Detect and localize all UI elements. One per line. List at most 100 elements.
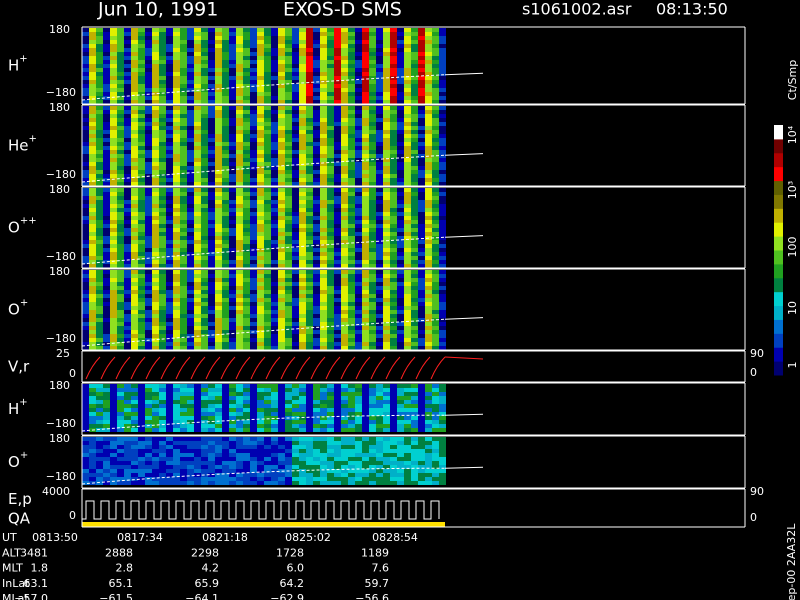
cell [285, 28, 292, 32]
cell [334, 122, 341, 126]
cell [131, 384, 138, 388]
cell [96, 306, 103, 310]
cell [236, 100, 243, 104]
cell [222, 196, 229, 200]
cell [131, 106, 138, 110]
cell [257, 298, 264, 302]
cell [313, 282, 320, 286]
cell [145, 416, 152, 420]
cell [299, 88, 306, 92]
cell [334, 154, 341, 158]
cell [173, 174, 180, 178]
cell [194, 32, 201, 36]
cell [432, 392, 439, 396]
cell [257, 260, 264, 264]
cell [138, 274, 145, 278]
cell [362, 162, 369, 166]
cell [222, 154, 229, 158]
cell [355, 282, 362, 286]
cell [173, 60, 180, 64]
cell [432, 408, 439, 412]
cell [159, 80, 166, 84]
cell [376, 68, 383, 72]
cell [201, 40, 208, 44]
cell [292, 248, 299, 252]
cell [397, 388, 404, 392]
cell [229, 334, 236, 338]
cell [390, 64, 397, 68]
cell [152, 252, 159, 256]
cell [292, 32, 299, 36]
cell [285, 208, 292, 212]
cell [278, 236, 285, 240]
cell [271, 166, 278, 170]
cell [376, 130, 383, 134]
cell [383, 302, 390, 306]
cell [397, 92, 404, 96]
cell [236, 346, 243, 350]
cell [229, 134, 236, 138]
cell [96, 142, 103, 146]
cell [250, 106, 257, 110]
cell [89, 208, 96, 212]
cell [362, 122, 369, 126]
cell [355, 264, 362, 268]
cell [355, 310, 362, 314]
cell [131, 192, 138, 196]
cell [138, 126, 145, 130]
cell [131, 428, 138, 432]
cell [369, 100, 376, 104]
cell [306, 126, 313, 130]
cell [341, 330, 348, 334]
cell [166, 302, 173, 306]
cell [110, 212, 117, 216]
cell [117, 100, 124, 104]
cell [173, 298, 180, 302]
cell [180, 290, 187, 294]
cell [117, 224, 124, 228]
cell [355, 196, 362, 200]
cell [278, 80, 285, 84]
cell [159, 182, 166, 186]
cell [250, 274, 257, 278]
cell [334, 330, 341, 334]
cell [285, 134, 292, 138]
cell [439, 236, 446, 240]
cell [124, 330, 131, 334]
cell [348, 270, 355, 274]
cell [145, 162, 152, 166]
cell [152, 28, 159, 32]
cell [124, 469, 131, 473]
cell [355, 56, 362, 60]
cell [124, 68, 131, 72]
cell [369, 32, 376, 36]
cell [243, 236, 250, 240]
cell [411, 412, 418, 416]
cell [257, 264, 264, 268]
cell [439, 52, 446, 56]
cell [341, 270, 348, 274]
cell [250, 182, 257, 186]
cell [187, 342, 194, 346]
cell [355, 342, 362, 346]
cell [425, 294, 432, 298]
cell [257, 146, 264, 150]
cell [439, 334, 446, 338]
cell [138, 150, 145, 154]
cell [124, 174, 131, 178]
cell [229, 154, 236, 158]
cell [159, 166, 166, 170]
cell [299, 56, 306, 60]
cell [159, 36, 166, 40]
cell [124, 146, 131, 150]
cell [439, 154, 446, 158]
cell [320, 212, 327, 216]
cell [369, 80, 376, 84]
cell [306, 400, 313, 404]
cell [376, 294, 383, 298]
cell [180, 334, 187, 338]
cell [82, 154, 89, 158]
cell [201, 60, 208, 64]
cell [138, 224, 145, 228]
cell [222, 110, 229, 114]
